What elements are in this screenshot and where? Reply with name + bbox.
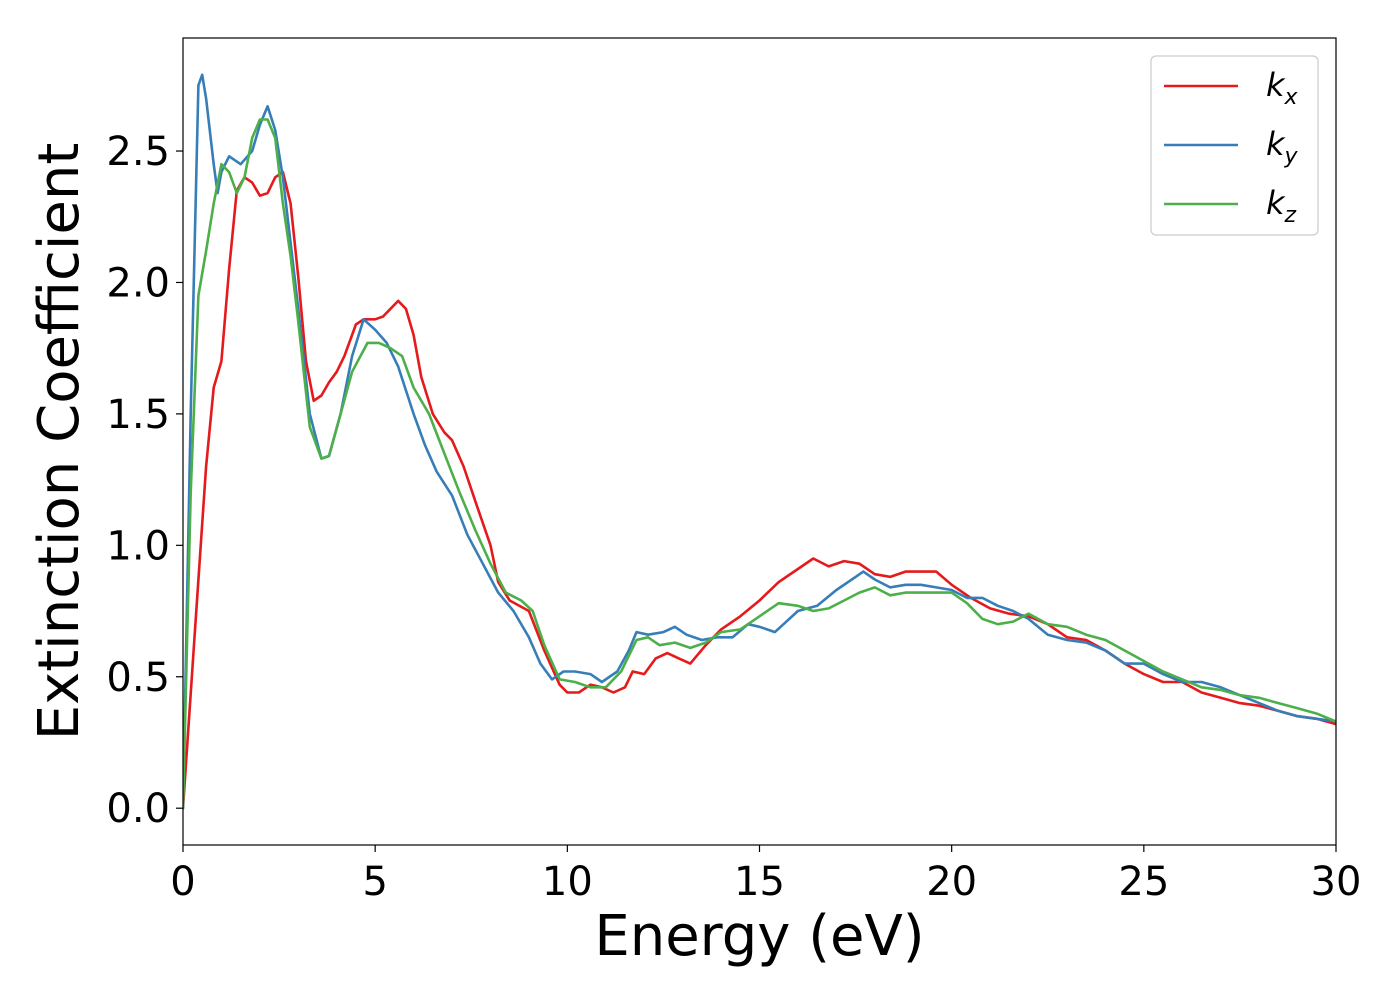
x-tick-label: 20: [926, 859, 977, 905]
x-tick-label: 0: [170, 859, 195, 905]
y-axis-ticks: 0.0 0.5 1.0 1.5 2.0 2.5: [106, 129, 183, 832]
series-layer: [183, 73, 1336, 810]
y-tick-label: 1.5: [106, 392, 170, 438]
x-tick-label: 5: [362, 859, 387, 905]
x-tick-label: 10: [542, 859, 593, 905]
y-tick-label: 0.5: [106, 655, 170, 701]
series-line-z: [183, 118, 1336, 810]
y-tick-label: 2.5: [106, 129, 170, 175]
legend-label-subscript: x: [1284, 85, 1299, 110]
y-tick-label: 2.0: [106, 260, 170, 306]
x-tick-label: 15: [734, 859, 785, 905]
series-line-x: [183, 170, 1336, 810]
series-line-y: [183, 73, 1336, 810]
legend-label-subscript: y: [1284, 144, 1299, 169]
legend-label-x: kx: [1266, 66, 1299, 110]
y-tick-label: 0.0: [106, 786, 170, 832]
y-tick-label: 1.0: [106, 523, 170, 569]
legend-label-base: k: [1266, 66, 1286, 104]
x-tick-label: 25: [1118, 859, 1169, 905]
y-axis-label: Extinction Coefficient: [27, 143, 92, 741]
x-axis-label: Energy (eV): [594, 904, 924, 969]
legend-label-y: ky: [1266, 125, 1299, 169]
x-axis-ticks: 0 5 10 15 20 25 30: [170, 845, 1361, 905]
x-tick-label: 30: [1311, 859, 1362, 905]
legend-label-base: k: [1266, 125, 1286, 163]
legend-label-base: k: [1266, 184, 1286, 222]
legend-label-z: kz: [1266, 184, 1297, 228]
legend-label-subscript: z: [1284, 203, 1297, 228]
